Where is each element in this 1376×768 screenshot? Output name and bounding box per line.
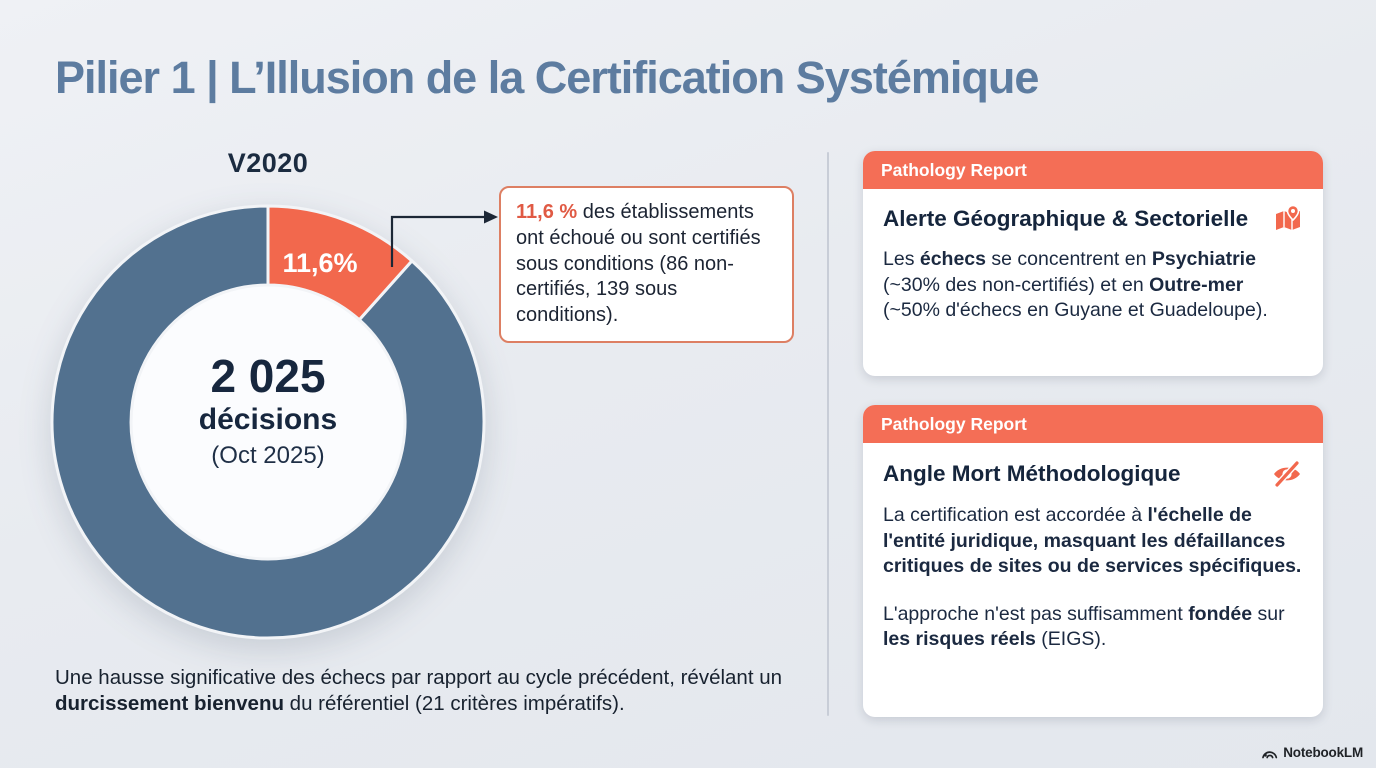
donut-slice-failures <box>266 204 414 322</box>
card-body: Alerte Géographique & Sectorielle Les éc… <box>863 189 1323 324</box>
card-title: Angle Mort Méthodologique <box>883 461 1181 486</box>
card-title-row: Alerte Géographique & Sectorielle <box>883 204 1303 234</box>
brand-mark: NotebookLM <box>1261 744 1363 761</box>
card-title: Alerte Géographique & Sectorielle <box>883 206 1249 231</box>
slice-percentage-label: 11,6% <box>282 248 357 278</box>
decisions-label: décisions <box>198 403 338 437</box>
decisions-count: 2 025 <box>210 350 326 402</box>
annotation-arrow <box>390 210 498 267</box>
page-title: Pilier 1 | L’Illusion de la Certificatio… <box>55 52 1039 103</box>
pathology-card-methodology: Pathology Report Angle Mort Méthodologiq… <box>863 405 1323 717</box>
chart-version-label: V2020 <box>227 148 309 178</box>
notebooklm-logo-icon <box>1261 744 1278 761</box>
annotation-callout: 11,6 % des établissements ont échoué ou … <box>499 186 794 343</box>
card-title-row: Angle Mort Méthodologique <box>883 458 1303 490</box>
card-paragraph: La certification est accordée à l'échell… <box>883 504 1302 578</box>
donut-chart: 11,6% <box>50 204 486 640</box>
card-body: Angle Mort Méthodologique La certificati… <box>863 443 1323 653</box>
donut-slice-rest <box>50 204 486 640</box>
brand-name: NotebookLM <box>1283 745 1363 760</box>
annotation-percentage: 11,6 % <box>516 201 578 223</box>
vertical-divider <box>827 152 829 716</box>
card-badge: Pathology Report <box>863 151 1323 189</box>
map-pin-icon <box>1273 204 1303 234</box>
decisions-date: (Oct 2025) <box>211 442 325 470</box>
eye-off-icon <box>1271 458 1303 490</box>
card-badge: Pathology Report <box>863 405 1323 443</box>
annotation-text: des établissements ont échoué ou sont ce… <box>516 201 761 327</box>
donut-hole <box>131 285 405 559</box>
card-paragraph: L'approche n'est pas suffisamment fondée… <box>883 602 1285 651</box>
footnote-text: Une hausse significative des échecs par … <box>55 666 783 716</box>
card-paragraph: Les échecs se concentrent en Psychiatrie… <box>883 248 1268 322</box>
donut-center-text: 2 025 décisions (Oct 2025) <box>133 352 403 470</box>
pathology-card-geographic: Pathology Report Alerte Géographique & S… <box>863 151 1323 376</box>
